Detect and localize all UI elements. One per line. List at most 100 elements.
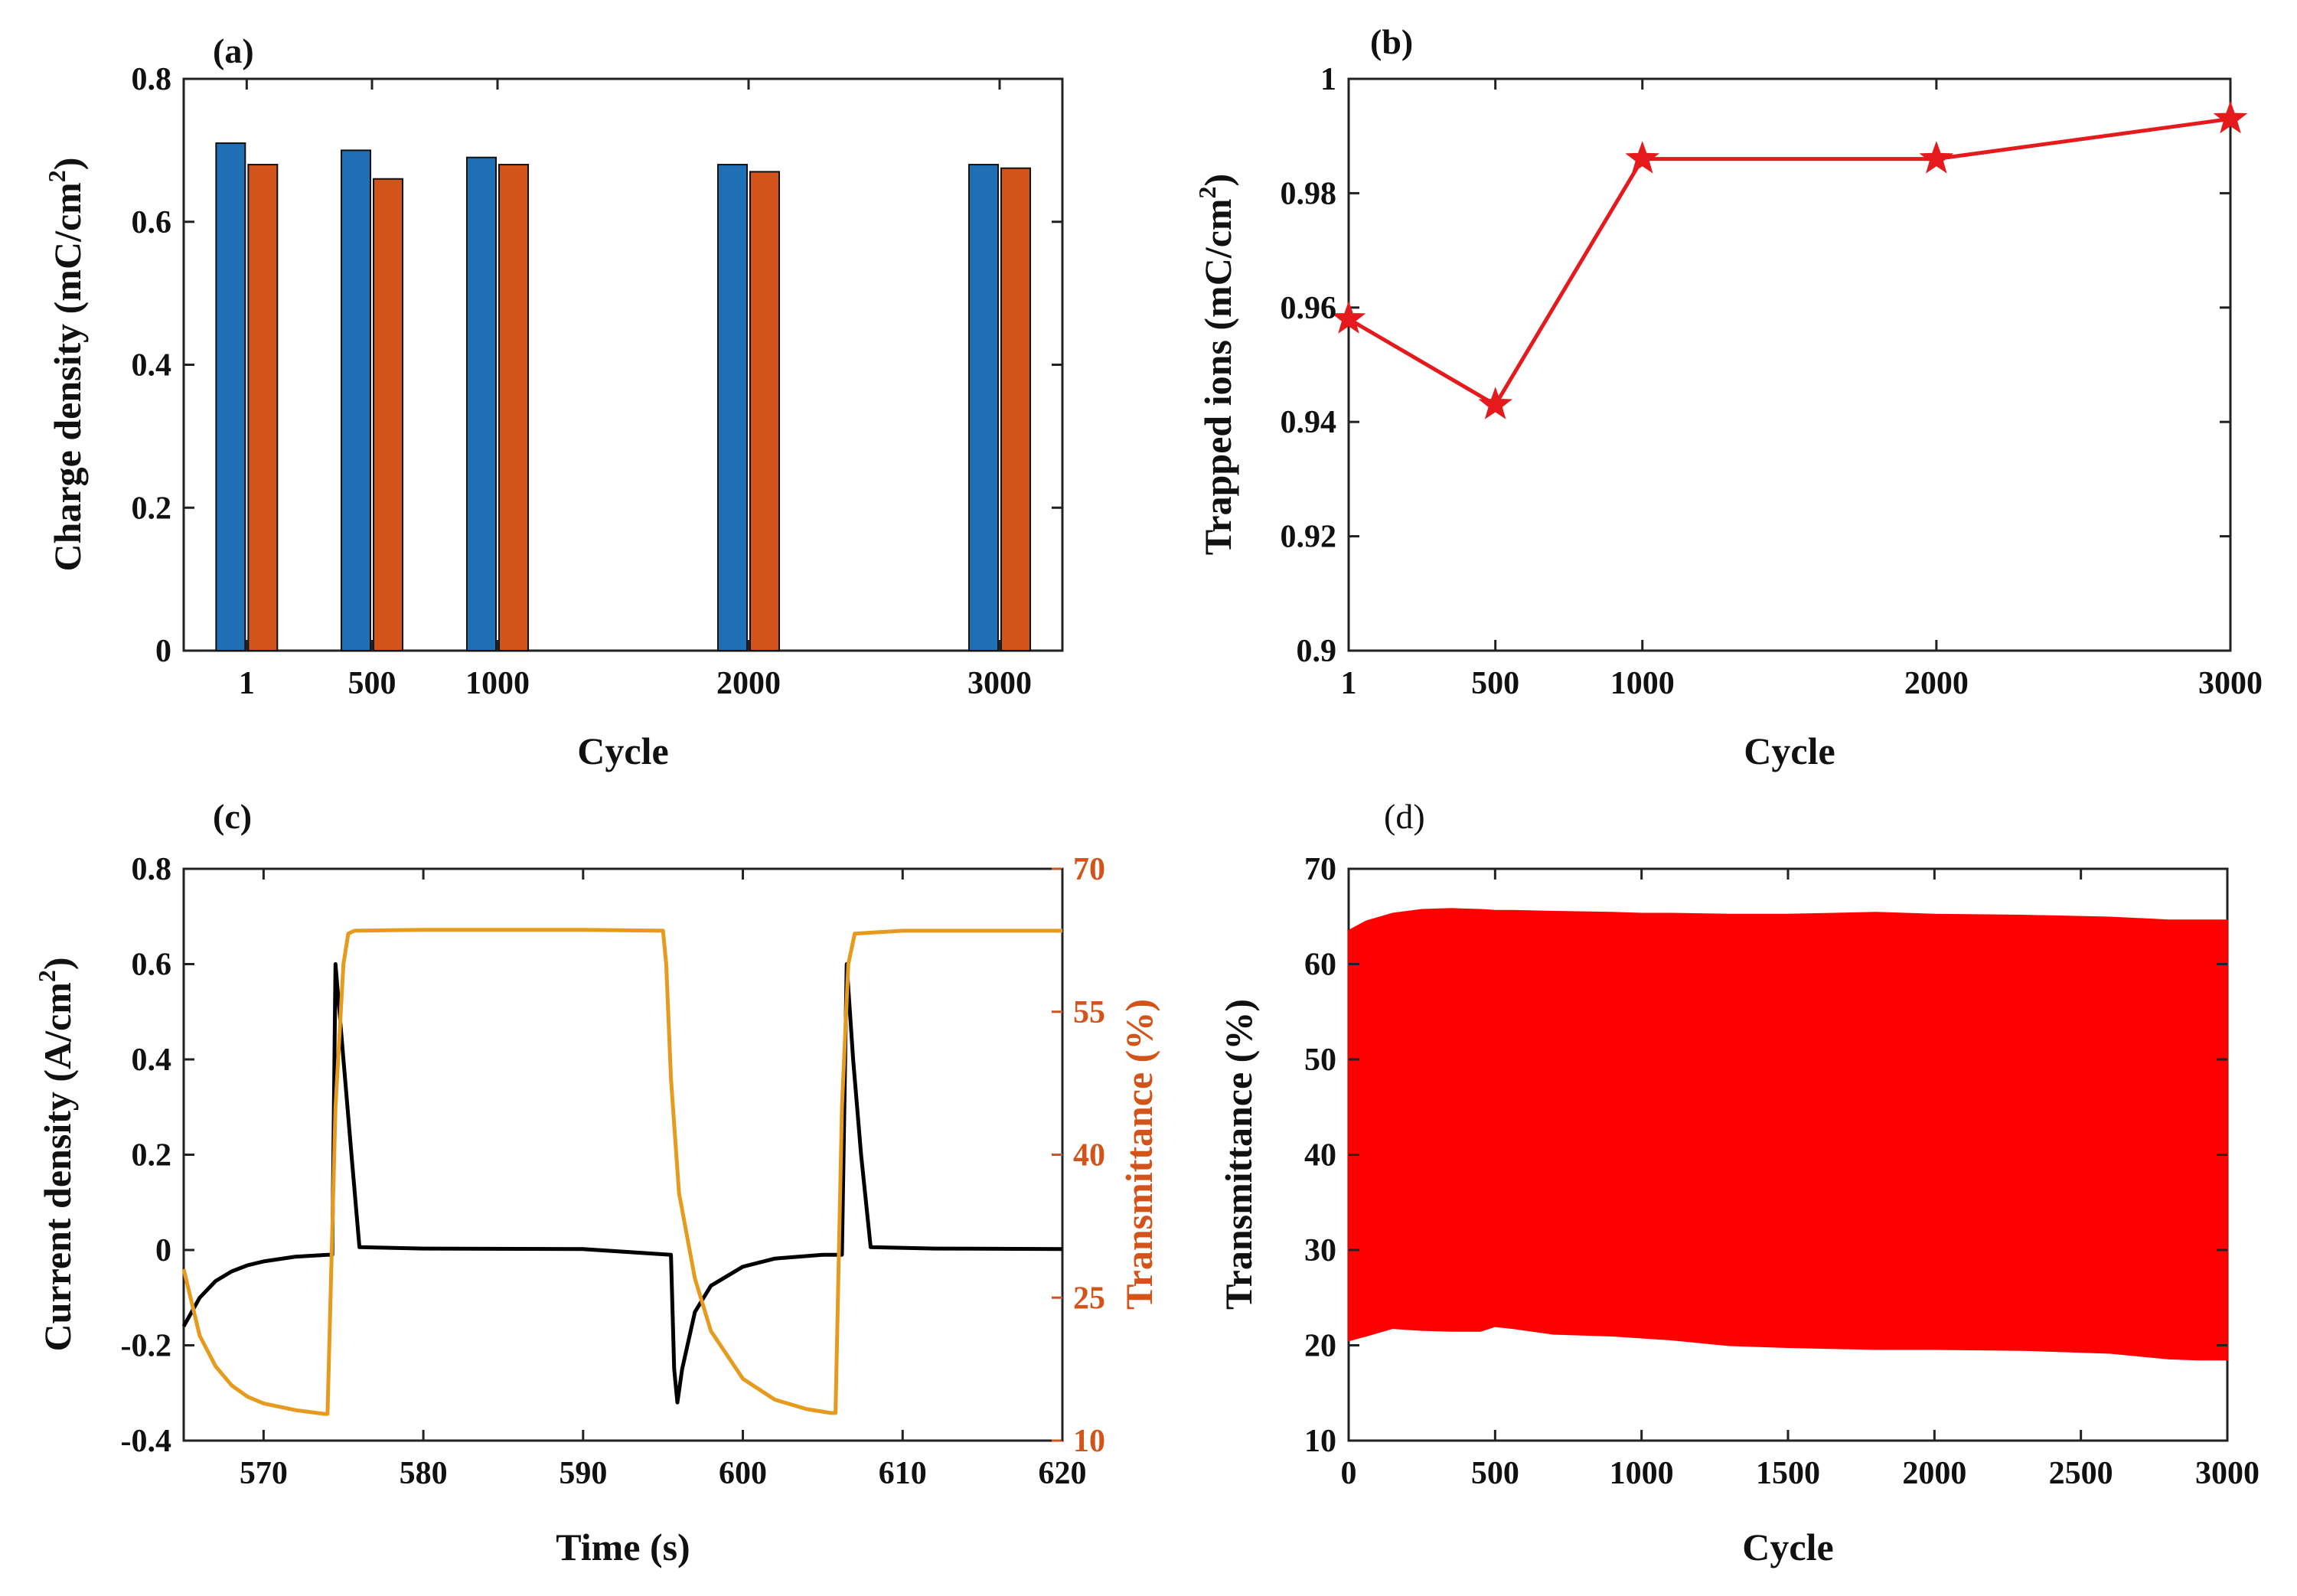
x-tick-label: 3000 [2195, 1456, 2259, 1491]
x-tick-label: 590 [559, 1456, 607, 1491]
x-tick-label: 2000 [1902, 1456, 1966, 1491]
bar-2-1 [247, 164, 279, 652]
left-tick-label: 0.4 [132, 1043, 172, 1078]
x-tick-label: 620 [1039, 1456, 1087, 1491]
bar-2-2000 [749, 171, 780, 651]
panel-c-axes-box [182, 867, 1064, 1442]
y-tick-label: 0.98 [1281, 176, 1337, 211]
y-tick-label: 0 [155, 634, 171, 669]
x-tick-label: 0 [1341, 1456, 1357, 1491]
panel-c-left-axis-label: Current density (A/cm2) [33, 957, 79, 1351]
panel-d-x-tick-labels: 0 500 1000 1500 2000 2500 3000 [1341, 1456, 2260, 1491]
panel-b-y-tick-labels: 0.9 0.92 0.94 0.96 0.98 1 [1281, 62, 1337, 669]
panel-d-y-axis-label: Transmittance (%) [1217, 999, 1260, 1310]
right-tick-label: 10 [1073, 1424, 1105, 1459]
panel-c-label: (c) [213, 797, 252, 836]
y-tick-label: 50 [1304, 1043, 1336, 1078]
x-tick-label: 1000 [465, 666, 530, 701]
panel-b-axes-box [1347, 77, 2232, 652]
bar-1-1 [215, 142, 246, 652]
panel-a-label: (a) [213, 31, 254, 70]
x-tick-label: 500 [348, 666, 396, 701]
panel-c-current-line [181, 962, 1063, 1405]
y-tick-label: 0.6 [132, 205, 172, 240]
right-tick-label: 70 [1073, 852, 1105, 887]
y-tick-label: 0.4 [132, 348, 172, 383]
x-tick-label: 1000 [1610, 666, 1675, 701]
panel-c-right-axis-label: Transmittance (%) [1118, 999, 1160, 1310]
right-tick-label: 40 [1073, 1138, 1105, 1173]
panel-a-ticks [184, 77, 1062, 652]
y-tick-label: 0.96 [1281, 291, 1337, 326]
y-tick-label: 70 [1304, 852, 1336, 887]
panel-a-y-axis-label: Charge density (mC/cm2) [43, 158, 89, 572]
left-tick-label: 0.6 [132, 948, 172, 983]
left-tick-label: 0.8 [132, 852, 172, 887]
panel-c-x-axis-label: Time (s) [556, 1526, 690, 1568]
left-tick-label: 0.2 [132, 1138, 172, 1173]
panel-d-label: (d) [1384, 797, 1425, 836]
panel-b-markers [1331, 100, 2248, 419]
x-tick-label: 1 [239, 666, 255, 701]
x-tick-label: 570 [240, 1456, 288, 1491]
panel-b-label: (b) [1370, 22, 1413, 61]
panel-b-series-line [1347, 116, 2231, 407]
x-tick-label: 2500 [2049, 1456, 2113, 1491]
y-tick-label: 0.92 [1281, 520, 1337, 555]
panel-b-ylabel-sup: 2 [1193, 186, 1221, 198]
x-tick-label: 500 [1471, 666, 1519, 701]
y-tick-label: 20 [1304, 1329, 1336, 1364]
panel-a-x-tick-labels: 1 500 1000 2000 3000 [239, 666, 1032, 701]
panel-b-ylabel-end: ) [1196, 174, 1239, 187]
star-marker-500 [1478, 387, 1513, 419]
panel-a-ylabel-main: Charge density (mC/cm [46, 182, 89, 571]
x-tick-label: 2000 [1904, 666, 1969, 701]
panel-b-x-axis-label: Cycle [1744, 729, 1835, 772]
panel-c-transmittance-line [181, 928, 1062, 1416]
y-tick-label: 0.8 [132, 62, 172, 97]
x-tick-label: 1000 [1610, 1456, 1674, 1491]
panel-d-transmittance-band [1348, 908, 2228, 1361]
panel-a-y-tick-labels: 0 0.2 0.4 0.6 0.8 [132, 62, 172, 669]
panel-c-ticks [184, 867, 1064, 1442]
y-tick-label: 0.94 [1281, 405, 1337, 440]
x-tick-label: 2000 [716, 666, 781, 701]
panel-b-ticks [1347, 77, 2232, 652]
panel-c-x-tick-labels: 570 580 590 600 610 620 [240, 1456, 1087, 1491]
star-marker-1 [1331, 301, 1366, 334]
bar-1-500 [341, 149, 371, 651]
panel-c-ylabel-end: ) [36, 957, 79, 970]
y-tick-label: 0.2 [132, 491, 172, 526]
panel-b-ylabel-main: Trapped ions (mC/cm [1196, 198, 1239, 555]
x-tick-label: 610 [879, 1456, 927, 1491]
bar-2-3000 [1000, 167, 1031, 651]
y-tick-label: 10 [1304, 1424, 1336, 1459]
left-tick-label: -0.2 [121, 1329, 172, 1364]
panel-a-x-axis-label: Cycle [577, 729, 668, 772]
panel-d-ticks [1347, 867, 2229, 1442]
panel-c-right-tick-labels: 10 25 40 55 70 [1073, 852, 1105, 1459]
x-tick-label: 1500 [1756, 1456, 1820, 1491]
panel-a-ylabel-sup: 2 [43, 170, 70, 182]
panel-c: (c) -0.4 -0.2 0 0.2 0.4 0.6 0.8 10 25 40 55 70 570… [33, 797, 1160, 1568]
bar-1-3000 [968, 164, 999, 652]
panel-d-x-axis-label: Cycle [1742, 1526, 1833, 1568]
left-tick-label: -0.4 [121, 1424, 172, 1459]
star-marker-2000 [1919, 141, 1954, 174]
bar-1-1000 [466, 156, 497, 651]
bar-2-500 [373, 178, 403, 652]
panel-a-ylabel-end: ) [46, 158, 89, 171]
panel-b-y-axis-label: Trapped ions (mC/cm2) [1193, 174, 1239, 555]
panel-d-y-tick-labels: 10 20 30 40 50 60 70 [1304, 852, 1336, 1459]
panel-c-ylabel-main: Current density (A/cm [36, 982, 79, 1351]
panel-b: (b) 0.9 0.92 0.94 0.96 0.98 1 1 500 1000 2000 300… [1193, 22, 2263, 772]
star-marker-3000 [2213, 100, 2248, 134]
left-tick-label: 0 [155, 1233, 171, 1268]
panel-c-ylabel-sup: 2 [33, 970, 60, 982]
x-tick-label: 3000 [2198, 666, 2263, 701]
y-tick-label: 0.9 [1297, 634, 1337, 669]
x-tick-label: 600 [719, 1456, 767, 1491]
x-tick-label: 1 [1341, 666, 1357, 701]
y-tick-label: 60 [1304, 948, 1336, 983]
